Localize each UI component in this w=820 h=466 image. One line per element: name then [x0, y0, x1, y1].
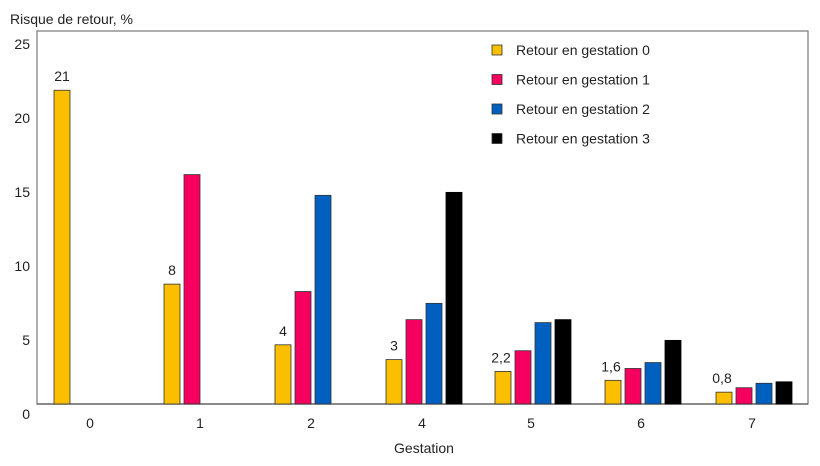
y-tick-label: 15 — [14, 184, 30, 200]
x-tick-label: 7 — [748, 415, 756, 431]
bar-2-series-2 — [314, 194, 332, 405]
y-axis-label: Risque de retour, % — [10, 11, 133, 27]
data-label: 21 — [54, 68, 70, 84]
legend-swatch — [491, 103, 503, 115]
bar-2-series-0 — [274, 344, 292, 405]
bar-1-series-1 — [183, 174, 201, 405]
bar-6-series-0 — [604, 379, 622, 405]
data-label: 0,8 — [712, 370, 732, 386]
data-label: 2,2 — [491, 349, 511, 365]
bar-7-series-2 — [755, 382, 773, 405]
legend-label: Retour en gestation 3 — [516, 131, 650, 147]
bar-4-series-3 — [445, 191, 463, 405]
x-axis-label: Gestation — [394, 440, 454, 456]
bar-0-series-0 — [53, 89, 71, 405]
data-label: 1,6 — [601, 358, 621, 374]
x-tick-label: 4 — [418, 415, 426, 431]
y-tick-label: 0 — [22, 406, 30, 422]
y-tick-label: 25 — [14, 36, 30, 52]
y-tick-label: 10 — [14, 258, 30, 274]
bar-5-series-2 — [534, 322, 552, 405]
data-label: 8 — [168, 262, 176, 278]
legend-label: Retour en gestation 2 — [516, 101, 650, 117]
bar-2-series-1 — [294, 291, 312, 405]
legend: Retour en gestation 0 Retour en gestation… — [491, 42, 650, 147]
bar-6-series-3 — [664, 339, 682, 405]
legend-label: Retour en gestation 1 — [516, 72, 650, 88]
data-label: 4 — [279, 323, 287, 339]
bar-1-series-0 — [163, 283, 181, 405]
x-tick-label: 6 — [637, 415, 645, 431]
bar-5-series-0 — [494, 371, 512, 405]
legend-swatch — [491, 44, 503, 56]
x-tick-label: 0 — [86, 415, 94, 431]
bar-6-series-1 — [624, 368, 642, 405]
bar-4-series-1 — [405, 319, 423, 405]
legend-swatch — [491, 74, 503, 85]
bar-4-series-0 — [385, 359, 403, 405]
bar-5-series-1 — [514, 350, 532, 405]
y-tick-label: 20 — [14, 110, 30, 126]
bar-7-series-3 — [775, 381, 793, 405]
plot-area — [36, 30, 809, 405]
legend-swatch — [491, 133, 503, 144]
x-tick-label: 5 — [527, 415, 535, 431]
x-tick-label: 2 — [307, 415, 315, 431]
bar-4-series-2 — [425, 302, 443, 405]
bar-6-series-2 — [644, 362, 662, 405]
bar-5-series-3 — [554, 319, 572, 405]
bar-7-series-1 — [735, 387, 753, 405]
legend-label: Retour en gestation 0 — [516, 42, 650, 58]
x-tick-label: 1 — [196, 415, 204, 431]
data-label: 3 — [390, 338, 398, 354]
y-tick-label: 5 — [22, 332, 30, 348]
bar-7-series-0 — [715, 391, 733, 405]
